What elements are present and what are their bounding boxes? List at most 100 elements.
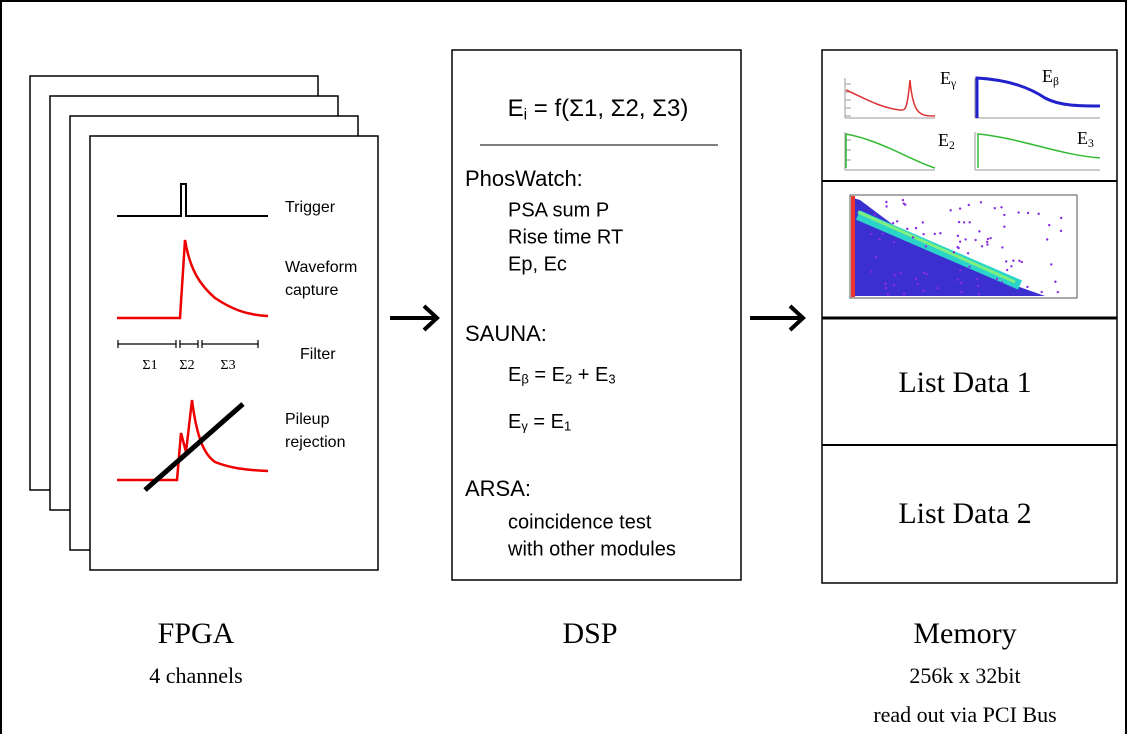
caption: 4 channels bbox=[149, 663, 242, 688]
subscript: β bbox=[521, 372, 528, 387]
text-part: E bbox=[508, 364, 521, 386]
label: Trigger bbox=[285, 199, 336, 216]
subscript: 1 bbox=[564, 419, 571, 434]
plot-label: Eγ bbox=[940, 68, 956, 90]
scatter-dot bbox=[1005, 268, 1009, 272]
scatter-dot bbox=[968, 221, 971, 224]
scatter-dot bbox=[922, 232, 925, 236]
scatter-dot bbox=[878, 237, 881, 241]
plot-label: Eβ bbox=[1042, 66, 1059, 88]
scatter-dot bbox=[939, 232, 942, 235]
scatter-dot bbox=[1026, 211, 1030, 215]
scatter-dot bbox=[1050, 263, 1053, 266]
scatter-dot bbox=[1056, 290, 1060, 294]
scatter-dot bbox=[986, 243, 989, 246]
scatter-dot bbox=[896, 220, 899, 223]
scatter-dot bbox=[952, 251, 956, 254]
scatter-dot bbox=[995, 277, 999, 281]
scatter-dot bbox=[884, 282, 887, 285]
scatter-dot bbox=[922, 289, 925, 293]
scatter-dot bbox=[870, 232, 873, 236]
text-part: = f(Σ1, Σ2, Σ3) bbox=[527, 95, 688, 122]
label: capture bbox=[285, 282, 338, 299]
scatter-dot bbox=[1000, 281, 1004, 284]
scatter-dot bbox=[1054, 280, 1057, 283]
scatter-dot bbox=[901, 198, 905, 202]
scatter-dot bbox=[936, 287, 939, 290]
scatter-dot bbox=[959, 268, 962, 272]
caption-title: Memory bbox=[913, 617, 1016, 650]
text-part: E bbox=[508, 411, 521, 433]
scatter-dot bbox=[957, 220, 961, 224]
caption: 256k x 32bit bbox=[909, 663, 1020, 688]
scatter-dot bbox=[993, 207, 997, 210]
scatter-dot bbox=[960, 281, 963, 285]
scatter-dot bbox=[976, 277, 979, 281]
scatter-dot bbox=[911, 236, 915, 239]
scatter-dot bbox=[1045, 238, 1049, 241]
scatter-dot bbox=[1020, 260, 1023, 264]
scatter-dot bbox=[886, 292, 890, 296]
scatter-dot bbox=[1026, 285, 1029, 289]
scatter-dot bbox=[956, 245, 959, 249]
heading: PhosWatch: bbox=[465, 166, 583, 191]
heading: SAUNA: bbox=[465, 321, 547, 346]
mini-plots bbox=[844, 76, 1101, 171]
scatter-dot bbox=[881, 232, 885, 235]
scatter-dot bbox=[1048, 223, 1051, 227]
scatter-dot bbox=[964, 238, 967, 241]
text-part: E bbox=[938, 130, 949, 150]
label: rejection bbox=[285, 434, 345, 451]
scatter-dot bbox=[914, 277, 918, 281]
scatter-dot bbox=[906, 227, 909, 231]
label: Σ2 bbox=[179, 358, 194, 373]
scatter-dot bbox=[922, 271, 926, 275]
scatter-dot bbox=[1003, 213, 1006, 217]
text-part: E bbox=[508, 95, 524, 122]
scatter-dot bbox=[874, 255, 878, 259]
scatter-dot bbox=[956, 278, 959, 281]
label: Waveform bbox=[285, 259, 357, 276]
text-part: E bbox=[1042, 66, 1053, 86]
scatter-dot bbox=[1001, 246, 1004, 249]
scatter-dot bbox=[885, 200, 888, 204]
scatter-dot bbox=[1059, 229, 1063, 233]
arrows bbox=[390, 304, 806, 332]
equation: Eγ = E1 bbox=[508, 411, 571, 434]
scatter-dot bbox=[985, 240, 989, 244]
scatter-dot bbox=[914, 226, 918, 230]
scatter-dot bbox=[925, 273, 929, 276]
scatter-plot bbox=[849, 194, 1078, 299]
scatter-dot bbox=[1037, 212, 1040, 216]
scatter-dot bbox=[892, 241, 896, 244]
label: Filter bbox=[300, 346, 336, 363]
item: Rise time RT bbox=[508, 226, 623, 248]
list-data: List Data 2 bbox=[898, 497, 1031, 530]
subscript: β bbox=[1053, 75, 1059, 88]
list-data: List Data 1 bbox=[898, 366, 1031, 399]
plot-label: E3 bbox=[1077, 128, 1094, 150]
text-part: = E bbox=[529, 364, 565, 386]
scatter-dot bbox=[1040, 290, 1043, 294]
subscript: 3 bbox=[608, 372, 615, 387]
fpga-waveforms bbox=[117, 183, 269, 492]
scatter-dot bbox=[968, 265, 971, 268]
scatter-dot bbox=[976, 284, 980, 288]
scatter-dot bbox=[980, 245, 984, 248]
scatter-dot bbox=[921, 221, 925, 224]
scatter-dot bbox=[873, 213, 877, 216]
subscript: i bbox=[524, 107, 527, 124]
scatter-dot bbox=[958, 207, 962, 210]
label: Σ1 bbox=[142, 358, 157, 373]
scatter-dot bbox=[884, 286, 888, 290]
scatter-dot bbox=[960, 290, 963, 294]
scatter-dot bbox=[958, 240, 962, 243]
scatter-dot bbox=[893, 274, 897, 277]
scatter-dot bbox=[1003, 225, 1006, 228]
fpga-pages bbox=[29, 75, 379, 571]
item: with other modules bbox=[507, 538, 676, 560]
scatter-dot bbox=[891, 221, 895, 225]
caption: read out via PCI Bus bbox=[873, 702, 1056, 727]
scatter-dot bbox=[966, 252, 970, 255]
text-part: E bbox=[1077, 128, 1088, 148]
